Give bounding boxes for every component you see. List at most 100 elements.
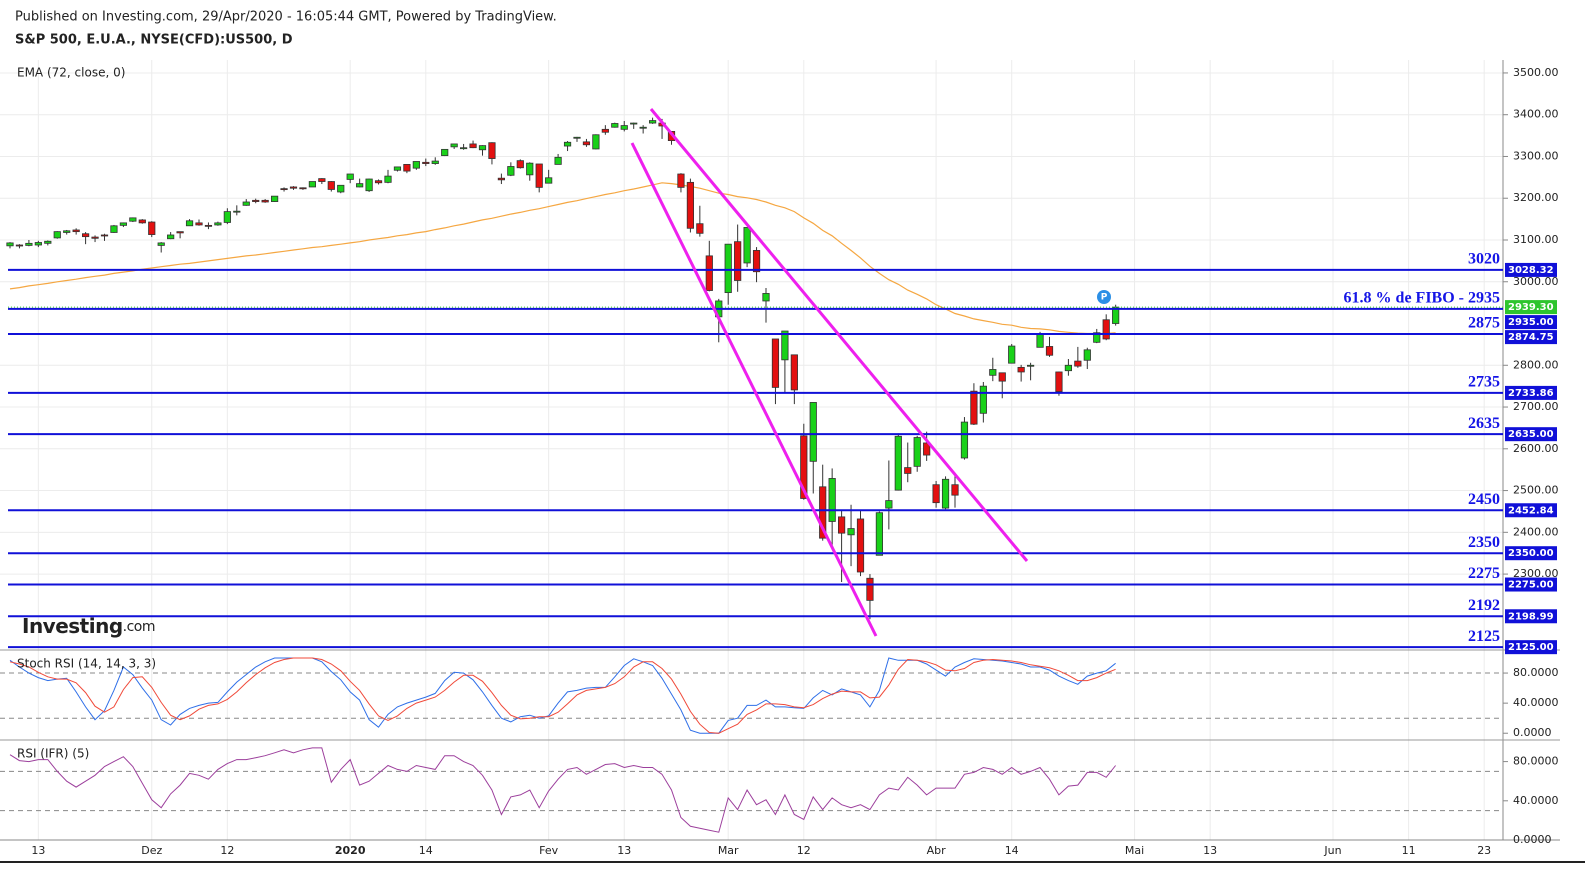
- candle-body: [592, 134, 600, 150]
- x-tick-label: 12: [220, 844, 234, 857]
- trend-line: [630, 142, 878, 637]
- price-box: [1505, 330, 1557, 345]
- candle-body: [459, 147, 468, 150]
- price-box: [1505, 427, 1557, 442]
- candle-body: [337, 184, 345, 193]
- candle-body: [393, 166, 402, 171]
- candle-body: [516, 160, 524, 169]
- candle-body: [431, 160, 439, 164]
- x-tick-label: 14: [419, 844, 433, 857]
- x-tick-label: Abr: [927, 844, 947, 857]
- candle-body: [374, 180, 383, 184]
- price-box: [1505, 546, 1557, 561]
- candle-body: [649, 120, 657, 124]
- candle-body: [686, 181, 695, 229]
- y-tick-label: 3500.00: [1513, 66, 1559, 79]
- candle-body: [913, 437, 921, 467]
- candle-body: [72, 229, 80, 233]
- price-box-label: 2874.75: [1508, 332, 1554, 343]
- candle-body: [1036, 333, 1044, 348]
- x-tick-label: 2020: [335, 844, 366, 857]
- price-box: [1505, 262, 1557, 277]
- candle-body: [185, 220, 194, 227]
- candle-body: [195, 222, 203, 226]
- price-box: [1505, 577, 1557, 592]
- x-tick-label: 14: [1005, 844, 1019, 857]
- candle-body: [308, 181, 317, 188]
- candle-body: [233, 210, 241, 213]
- panel-title: RSI (IFR) (5): [17, 747, 89, 761]
- candle-body: [979, 385, 987, 414]
- candle-body: [847, 528, 855, 536]
- candle-body: [119, 222, 127, 226]
- candle-body: [790, 354, 798, 391]
- x-tick-label: 13: [1203, 844, 1217, 857]
- candle-body: [923, 442, 931, 456]
- candle-body: [223, 211, 231, 223]
- candle-body: [856, 518, 865, 573]
- candle-body: [554, 156, 562, 165]
- candle-body: [214, 222, 222, 226]
- panel-title: Stoch RSI (14, 14, 3, 3): [17, 657, 156, 671]
- symbol-title: S&P 500, E.U.A., NYSE(CFD):US500, D: [15, 33, 293, 48]
- candle-body: [724, 243, 732, 294]
- level-label: 2275: [1468, 565, 1500, 582]
- indicator-label: EMA (72, close, 0): [17, 66, 125, 80]
- candle-body: [6, 242, 14, 247]
- candle-body: [875, 512, 884, 556]
- candle-body: [1064, 364, 1072, 372]
- y-tick-label: 3000.00: [1513, 275, 1559, 288]
- level-label: 61.8 % de FIBO - 2935: [1344, 290, 1500, 307]
- candle-body: [478, 145, 487, 151]
- x-tick-label: Jun: [1323, 844, 1341, 857]
- candle-body: [781, 330, 789, 361]
- candle-body: [176, 231, 184, 234]
- y-tick-label: 80.0000: [1513, 666, 1559, 679]
- candle-body: [563, 141, 572, 147]
- candle-body: [630, 122, 638, 125]
- logo-brand: Investing: [22, 614, 123, 638]
- x-tick-label: 23: [1477, 844, 1491, 857]
- ema-line: [9, 182, 1116, 335]
- logo-suffix: .com: [123, 619, 155, 635]
- y-tick-label: 2700.00: [1513, 400, 1559, 413]
- x-tick-label: 13: [617, 844, 631, 857]
- axis: 13 Dez 12 2020 14 Fev 13 Mar 12 Abr 14 Mai 13 Jun 11 23…: [17, 66, 1559, 858]
- price-box-label: 2935.00: [1508, 317, 1554, 328]
- level-label: 2735: [1468, 374, 1500, 391]
- candle-body: [752, 250, 761, 273]
- y-tick-label: 2800.00: [1513, 358, 1559, 371]
- candle-body: [327, 181, 335, 190]
- candle-body: [894, 435, 902, 491]
- candle-body: [1102, 319, 1110, 340]
- price-box: [1505, 640, 1557, 655]
- candle-body: [800, 435, 808, 499]
- y-tick-label: 2600.00: [1513, 442, 1559, 455]
- candle-body: [582, 141, 591, 146]
- y-tick-label: 3300.00: [1513, 149, 1559, 162]
- level-label: 2125: [1468, 628, 1500, 645]
- candle-body: [998, 372, 1006, 382]
- candle-body: [1017, 366, 1025, 373]
- candle-body: [488, 142, 496, 159]
- marker-text: P: [1101, 293, 1108, 303]
- x-tick-label: Mai: [1125, 844, 1144, 857]
- y-tick-label: 3400.00: [1513, 108, 1559, 121]
- candle-body: [252, 199, 260, 202]
- candle-body: [838, 516, 846, 534]
- candle-body: [696, 223, 704, 234]
- candle-body: [469, 143, 477, 149]
- candle-body: [157, 242, 165, 246]
- candle-body: [365, 178, 373, 192]
- candle-body: [497, 177, 506, 181]
- candle-body: [53, 231, 61, 239]
- candle-body: [545, 177, 553, 184]
- x-tick-label: Dez: [141, 844, 162, 857]
- price-box-label: 2635.00: [1508, 429, 1554, 440]
- indicator-line: [9, 747, 1116, 833]
- candle-body: [1083, 349, 1091, 361]
- candle-body: [989, 369, 997, 376]
- price-box-label: 2198.99: [1508, 611, 1554, 622]
- level-label: 2875: [1468, 315, 1500, 332]
